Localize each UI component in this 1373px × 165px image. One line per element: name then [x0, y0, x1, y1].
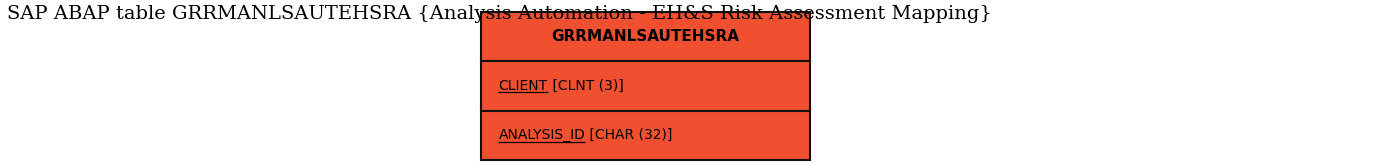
Text: [CHAR (32)]: [CHAR (32)] [585, 128, 673, 142]
FancyBboxPatch shape [481, 61, 810, 111]
Text: GRRMANLSAUTEHSRA: GRRMANLSAUTEHSRA [552, 29, 739, 44]
Text: [CLNT (3)]: [CLNT (3)] [548, 79, 623, 93]
Text: ANALYSIS_ID: ANALYSIS_ID [498, 128, 585, 142]
Text: SAP ABAP table GRRMANLSAUTEHSRA {Analysis Automation - EH&S Risk Assessment Mapp: SAP ABAP table GRRMANLSAUTEHSRA {Analysi… [7, 5, 991, 23]
FancyBboxPatch shape [481, 12, 810, 61]
Text: CLIENT: CLIENT [498, 79, 548, 93]
FancyBboxPatch shape [481, 111, 810, 160]
